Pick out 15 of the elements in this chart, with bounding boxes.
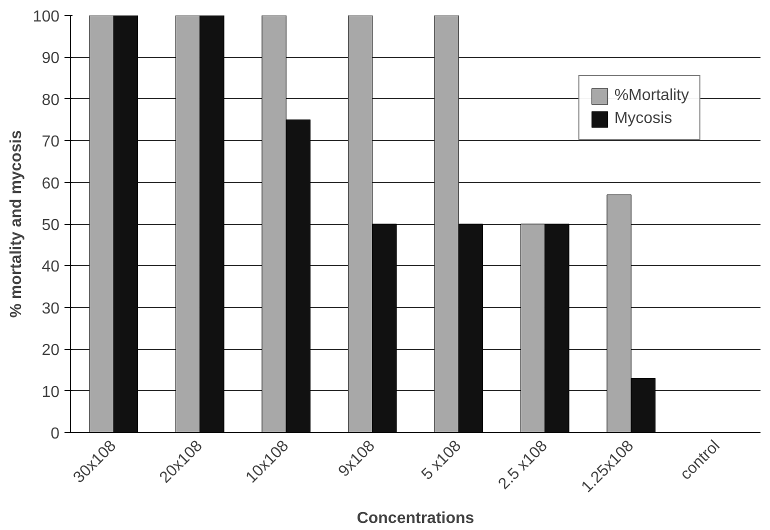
y-tick-label: 80 bbox=[42, 92, 60, 109]
x-axis-title: Concentrations bbox=[356, 510, 474, 528]
y-tick-label: 90 bbox=[42, 50, 60, 68]
y-tick-label: 20 bbox=[42, 342, 60, 360]
y-tick-label: 30 bbox=[42, 300, 60, 318]
y-tick-label: 50 bbox=[42, 217, 60, 234]
legend-label: %Mortality bbox=[614, 87, 689, 105]
y-tick-label: 60 bbox=[42, 175, 60, 192]
y-tick-label: 70 bbox=[42, 134, 60, 151]
y-tick-label: 100 bbox=[32, 8, 60, 26]
y-axis-title: % mortality and mycosis bbox=[8, 130, 25, 318]
y-tick-label: 40 bbox=[42, 258, 60, 276]
legend-label: Mycosis bbox=[614, 110, 672, 128]
y-tick-label: 10 bbox=[42, 384, 60, 401]
y-tick-label: 0 bbox=[50, 426, 60, 442]
